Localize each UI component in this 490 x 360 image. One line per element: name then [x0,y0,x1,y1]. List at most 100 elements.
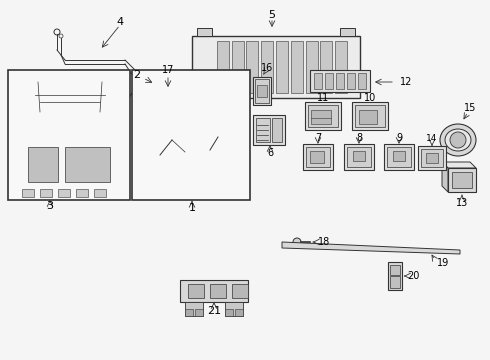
Bar [452,172,472,188]
Bar [276,41,288,93]
Bar [232,284,248,298]
Bar [272,118,282,142]
Bar [336,73,344,89]
Circle shape [196,115,240,159]
Bar [162,91,174,99]
Text: 17: 17 [162,65,174,75]
Circle shape [203,122,233,152]
Bar [255,79,269,103]
Bar [358,73,366,89]
Bar [355,105,385,127]
Bar [256,118,270,142]
Bar [308,105,338,127]
Bar [217,41,229,93]
Text: 21: 21 [207,306,221,316]
Bar [353,151,365,161]
Bar [325,73,333,89]
Text: 9: 9 [396,133,402,143]
Ellipse shape [440,124,476,156]
Bar [310,151,324,163]
Bar [306,41,318,93]
Bar [314,73,322,89]
Bar [163,99,173,117]
Bar [65,147,110,182]
Bar [335,41,347,93]
Bar [195,309,203,316]
Bar [347,147,371,167]
Bar [253,77,271,105]
Text: 13: 13 [456,198,468,208]
Bar [306,147,330,167]
Bar [28,147,58,182]
Polygon shape [12,122,118,190]
Text: 8: 8 [356,133,362,143]
Bar [320,41,332,93]
Bar [210,284,226,298]
Bar [448,168,476,192]
Text: 14: 14 [426,134,438,143]
Bar [390,276,400,288]
Text: 6: 6 [267,148,273,158]
Bar [393,151,405,161]
Bar [418,146,446,170]
Text: 16: 16 [261,63,273,73]
Text: 4: 4 [117,17,123,27]
Bar [253,115,285,145]
Bar [310,70,370,92]
Text: 2: 2 [133,70,140,80]
Text: 3: 3 [47,201,53,211]
Bar [305,102,341,130]
Bar [94,189,106,197]
Polygon shape [282,242,460,254]
Bar [352,102,388,130]
Polygon shape [20,82,120,112]
Bar [40,189,52,197]
Bar [180,280,248,302]
Text: 20: 20 [407,271,419,281]
Bar [390,265,400,275]
Bar [387,147,411,167]
Bar [132,70,250,200]
Circle shape [293,238,301,246]
Text: 12: 12 [400,77,413,87]
Bar [192,36,360,98]
Bar [257,85,267,97]
Ellipse shape [154,80,229,96]
Bar [388,262,402,290]
Bar [384,144,414,170]
Circle shape [450,132,466,148]
Bar [426,153,438,163]
Text: 5: 5 [269,10,275,20]
Bar [188,284,204,298]
Bar [76,189,88,197]
Bar [359,110,377,124]
Circle shape [152,120,192,160]
Bar [421,149,443,167]
Bar [311,110,331,124]
Bar [291,41,303,93]
Bar [58,189,70,197]
Circle shape [144,112,200,168]
Bar [8,70,130,200]
Polygon shape [442,162,476,168]
Text: 11: 11 [317,93,329,103]
Text: 18: 18 [318,237,330,247]
Text: 10: 10 [364,93,376,103]
Bar [261,41,273,93]
Text: 7: 7 [315,133,321,143]
Polygon shape [442,162,448,192]
Bar [185,302,203,316]
Bar [347,73,355,89]
Bar [225,309,233,316]
Bar [22,189,34,197]
Bar [344,144,374,170]
Bar [232,41,244,93]
Text: 15: 15 [464,103,476,113]
Text: 19: 19 [437,258,449,268]
Bar [235,309,243,316]
Bar [185,309,193,316]
Bar [246,41,258,93]
Bar [303,144,333,170]
Ellipse shape [445,129,471,151]
Text: 1: 1 [189,203,196,213]
